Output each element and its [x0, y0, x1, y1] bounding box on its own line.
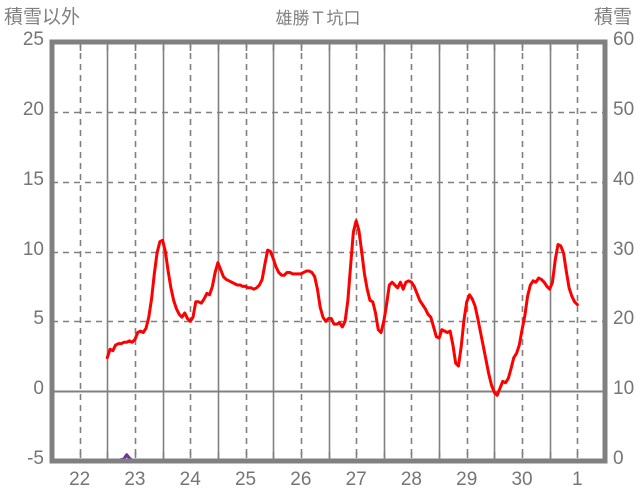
- y-axis-right-tick-50: 50: [613, 98, 635, 120]
- x-axis-tick-25: 25: [234, 469, 257, 490]
- series-line-other: [105, 219, 579, 397]
- y-axis-left-tick-25: 25: [22, 29, 44, 50]
- y-axis-left-tick-0: 0: [33, 378, 44, 400]
- y-axis-left-tick-5: 5: [33, 308, 44, 330]
- y-axis-left-tick-15: 15: [22, 168, 44, 190]
- y-axis-right-tick-60: 60: [613, 29, 635, 50]
- y-axis-right-tick-20: 20: [613, 308, 635, 330]
- y-axis-right-tick-10: 10: [613, 378, 635, 400]
- x-axis-tick-29: 29: [456, 469, 478, 490]
- y-axis-right-tick-40: 40: [613, 168, 635, 190]
- x-axis-tick-22: 22: [69, 469, 91, 490]
- x-axis-tick-1: 1: [572, 469, 583, 490]
- y-axis-right-tick-30: 30: [613, 238, 635, 260]
- axis-frame: [49, 39, 608, 464]
- x-axis-tick-27: 27: [345, 469, 367, 490]
- x-axis-tick-30: 30: [511, 469, 533, 490]
- x-axis-tick-24: 24: [179, 469, 201, 490]
- plot-frame: [49, 39, 608, 464]
- y-axis-left-tick-10: 10: [22, 238, 44, 260]
- data-series-layer: [105, 219, 588, 463]
- y-axis-left-tick-20: 20: [22, 98, 44, 120]
- chart-title: 雄勝Ｔ坑口: [275, 9, 361, 28]
- grid-lines: [52, 42, 605, 461]
- x-axis-tick-28: 28: [400, 469, 422, 490]
- x-axis-tick-26: 26: [290, 469, 312, 490]
- right-axis-title: 積雪: [593, 7, 632, 28]
- left-axis-title: 積雪以外: [4, 7, 81, 28]
- x-axis-tick-23: 23: [124, 469, 146, 490]
- y-axis-left-tick--5: -5: [27, 448, 44, 469]
- y-axis-right-tick-0: 0: [613, 448, 624, 469]
